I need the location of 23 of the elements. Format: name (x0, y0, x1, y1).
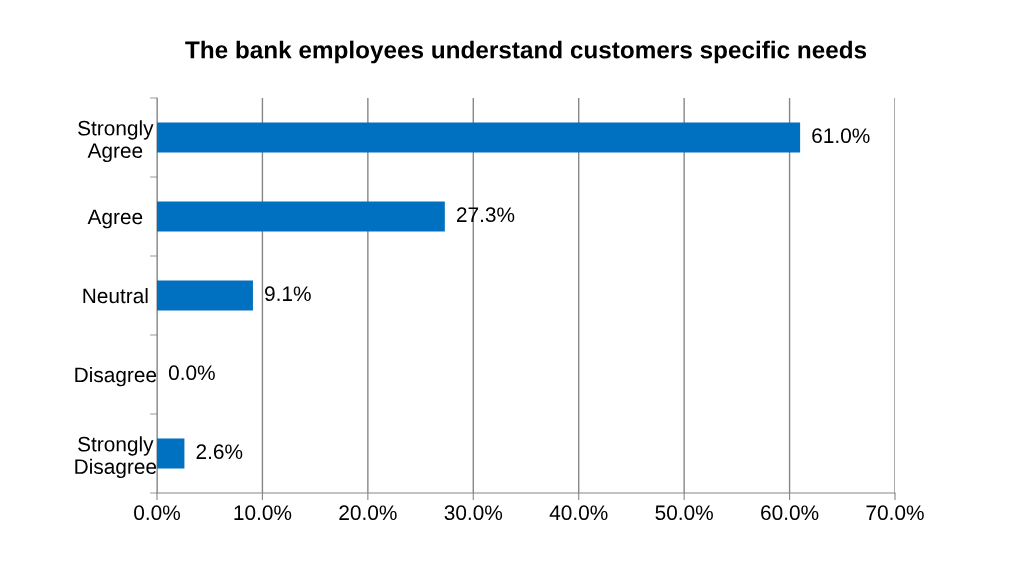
x-tick-label: 30.0% (444, 505, 503, 521)
bar (157, 280, 253, 311)
x-tick-label: 40.0% (549, 505, 608, 521)
x-tick-label: 60.0% (761, 505, 819, 521)
y-tick-label: Agree (87, 209, 143, 229)
x-tick-label: 70.0% (866, 505, 924, 521)
x-tick-label: 10.0% (234, 505, 292, 521)
y-tick-label: Strongly Agree (78, 120, 154, 163)
x-tick-label: 20.0% (339, 505, 397, 521)
chart-title: The bank employees understand customers specific needs (185, 40, 867, 64)
bar (157, 201, 445, 232)
bar (157, 438, 185, 469)
data-label: 0.0% (168, 365, 215, 381)
data-label: 9.1% (265, 286, 311, 302)
data-label: 27.3% (456, 207, 515, 223)
y-tick-label: Strongly Disagree (75, 436, 157, 479)
bar (157, 122, 801, 153)
x-tick-label: 0.0% (134, 505, 180, 521)
y-tick-label: Neutral (83, 287, 148, 304)
data-label: 61.0% (812, 128, 870, 144)
y-tick-label: Disagree (75, 366, 157, 387)
data-label: 2.6% (196, 444, 243, 460)
x-tick-label: 50.0% (655, 505, 713, 521)
